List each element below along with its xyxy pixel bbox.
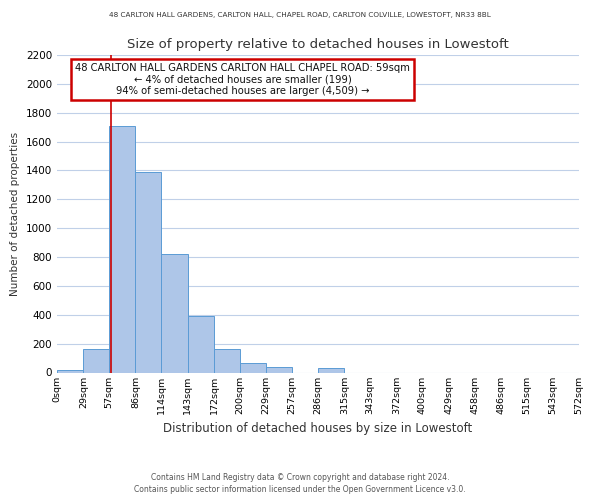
Bar (83, 350, 109, 372)
Text: 48 CARLTON HALL GARDENS, CARLTON HALL, CHAPEL ROAD, CARLTON COLVILLE, LOWESTOFT,: 48 CARLTON HALL GARDENS, CARLTON HALL, C… (109, 12, 491, 18)
Text: 48 CARLTON HALL GARDENS CARLTON HALL CHAPEL ROAD: 59sqm
← 4% of detached houses : 48 CARLTON HALL GARDENS CARLTON HALL CHA… (75, 63, 410, 96)
Bar (136, 172, 161, 372)
Bar (318, 368, 344, 372)
Y-axis label: Number of detached properties: Number of detached properties (10, 132, 20, 296)
Title: Size of property relative to detached houses in Lowestoft: Size of property relative to detached ho… (127, 38, 509, 51)
Bar (187, 316, 214, 372)
Text: Contains HM Land Registry data © Crown copyright and database right 2024.
Contai: Contains HM Land Registry data © Crown c… (134, 472, 466, 494)
Bar (239, 363, 266, 372)
Bar (57, 370, 83, 372)
Bar (161, 254, 187, 372)
Bar (109, 126, 136, 372)
Bar (214, 348, 239, 372)
Bar (266, 368, 292, 372)
X-axis label: Distribution of detached houses by size in Lowestoft: Distribution of detached houses by size … (163, 422, 473, 435)
